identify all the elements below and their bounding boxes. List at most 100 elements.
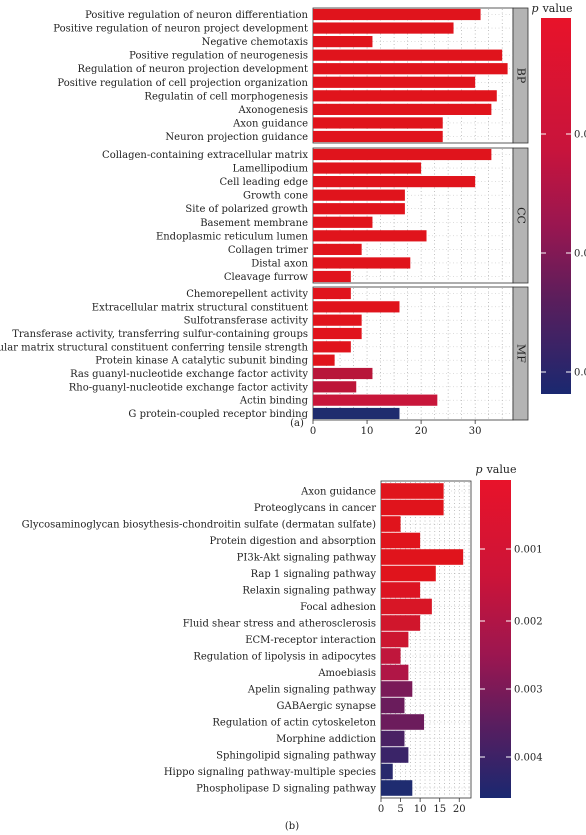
tick-label: Cleavage furrow [224, 272, 309, 283]
x-tick-label: 0 [378, 804, 384, 815]
bar-bp-8 [313, 117, 443, 129]
bar-15 [381, 730, 405, 747]
bar-2 [381, 516, 401, 532]
tick-label: ECM-receptor interaction [245, 635, 376, 646]
tick-label: Neuron projection guidance [165, 132, 308, 143]
tick-label: Regulation of actin cytoskeleton [212, 718, 376, 729]
tick-label: Actin binding [239, 396, 309, 407]
bar-mf-8 [313, 394, 438, 406]
tick-label: Protein kinase A catalytic subunit bindi… [95, 356, 308, 367]
legend-title-value: value [542, 2, 573, 15]
tick-label: Rho-guanyl-nucleotide exchange factor ac… [69, 382, 309, 393]
legend-tick-label: 0.001 [574, 130, 586, 141]
bar-cc-1 [313, 162, 422, 174]
x-tick-label: 0 [310, 426, 316, 437]
facet-strip-bp [512, 7, 529, 144]
panel-b-caption: (b) [285, 821, 299, 832]
bar-4 [381, 549, 464, 565]
bar-cc-3 [313, 189, 405, 201]
panel-b: Axon guidance Proteoglycans in cancer Glyc… [22, 463, 543, 832]
tick-label: Axon guidance [300, 487, 376, 498]
tick-label: Growth cone [243, 191, 308, 202]
bar-7 [381, 598, 432, 615]
facet-strip-label: BP [515, 68, 528, 84]
x-tick-label: 5 [397, 804, 403, 815]
legend-title-value: value [486, 463, 517, 476]
tick-label: Negative chemotaxis [202, 37, 308, 48]
x-tick-label: 30 [469, 426, 482, 437]
facet-strip-label: CC [515, 207, 528, 224]
legend-tick-label: 0.004 [514, 753, 543, 764]
bar-0 [381, 483, 444, 499]
panel-a-caption: (a) [290, 418, 304, 429]
bar-cc-5 [313, 216, 373, 228]
legend-title-p: p [532, 2, 539, 15]
tick-label: Amoebiasis [317, 668, 376, 679]
bar-10 [381, 648, 401, 664]
tick-label: Proteoglycans in cancer [254, 503, 376, 514]
bar-bp-0 [313, 8, 481, 21]
bar-bp-3 [313, 49, 503, 61]
bar-bp-9 [313, 130, 443, 143]
bar-12 [381, 681, 413, 697]
tick-label: Glycosaminoglycan biosythesis-chondroiti… [22, 520, 376, 531]
tick-label: Collagen trimer [228, 245, 308, 256]
tick-label: G protein-coupled receptor binding [128, 409, 308, 420]
panel-b-colorbar [480, 480, 511, 798]
tick-label: PI3k-Akt signaling pathway [237, 553, 377, 564]
bar-16 [381, 747, 409, 763]
tick-label: Cell leading edge [220, 177, 309, 188]
tick-label: Regulation of lipolysis in adipocytes [193, 652, 376, 663]
x-tick-label: 10 [414, 804, 427, 815]
tick-label: Regulatin of cell morphogenesis [144, 91, 308, 102]
tick-label: Morphine addiction [276, 734, 376, 745]
tick-label: Positive regulation of neuron differenti… [85, 10, 308, 21]
bar-mf-0 [313, 287, 351, 300]
bar-6 [381, 582, 421, 598]
tick-label: Ras guanyl-nucleotide exchange factor ac… [70, 369, 308, 380]
bar-bp-1 [313, 22, 454, 34]
bar-cc-0 [313, 148, 492, 161]
tick-label: Axonogenesis [238, 105, 308, 116]
x-tick-label: 20 [453, 804, 466, 815]
facet-strip-cc [512, 147, 529, 284]
tick-label: Extracellular matrix structural constitu… [92, 302, 308, 313]
bar-13 [381, 697, 405, 714]
bar-mf-1 [313, 301, 400, 313]
bar-bp-4 [313, 63, 508, 75]
tick-label: Hippo signaling pathway-multiple species [164, 767, 376, 778]
bar-mf-3 [313, 327, 362, 340]
tick-label: Positive regulation of cell projection o… [57, 78, 308, 89]
legend-title-p: p [476, 463, 483, 476]
tick-label: Transferase activity, transferring sulfu… [12, 329, 308, 340]
panel-b-legend: p value 0.001 0.002 0.003 0.004 [476, 463, 543, 798]
bar-8 [381, 615, 421, 631]
tick-label: Protein digestion and absorption [209, 536, 376, 547]
bar-3 [381, 532, 421, 549]
tick-label: Phospholipase D signaling pathway [196, 784, 376, 795]
bar-mf-9 [313, 407, 400, 420]
legend-tick-label: 0.002 [574, 249, 586, 260]
tick-label: Extracellular matrix structural constitu… [0, 342, 309, 353]
bar-bp-6 [313, 90, 497, 102]
bar-11 [381, 664, 409, 681]
bar-mf-7 [313, 381, 357, 393]
tick-label: Positive regulation of neuron project de… [53, 24, 308, 35]
tick-label: Positive regulation of neurogenesis [129, 51, 308, 62]
bar-18 [381, 780, 413, 796]
tick-label: Basement membrane [200, 218, 308, 229]
panel-a: Positive regulation of neuron differenti… [0, 2, 586, 437]
x-tick-label: 15 [433, 804, 446, 815]
legend-tick-label: 0.002 [514, 617, 543, 628]
legend-tick-label: 0.001 [514, 545, 543, 556]
tick-label: Apelin signaling pathway [247, 685, 376, 696]
tick-label: Lamellipodium [232, 164, 308, 175]
tick-label: Sphingolipid signaling pathway [216, 751, 376, 762]
bar-bp-7 [313, 103, 492, 115]
legend-tick-label: 0.003 [574, 368, 586, 379]
tick-label: Fluid shear stress and atherosclerosis [183, 619, 376, 630]
tick-label: Sulfotransferase activity [184, 316, 309, 327]
legend-tick-label: 0.003 [514, 685, 543, 696]
panel-a-colorbar [541, 18, 571, 394]
